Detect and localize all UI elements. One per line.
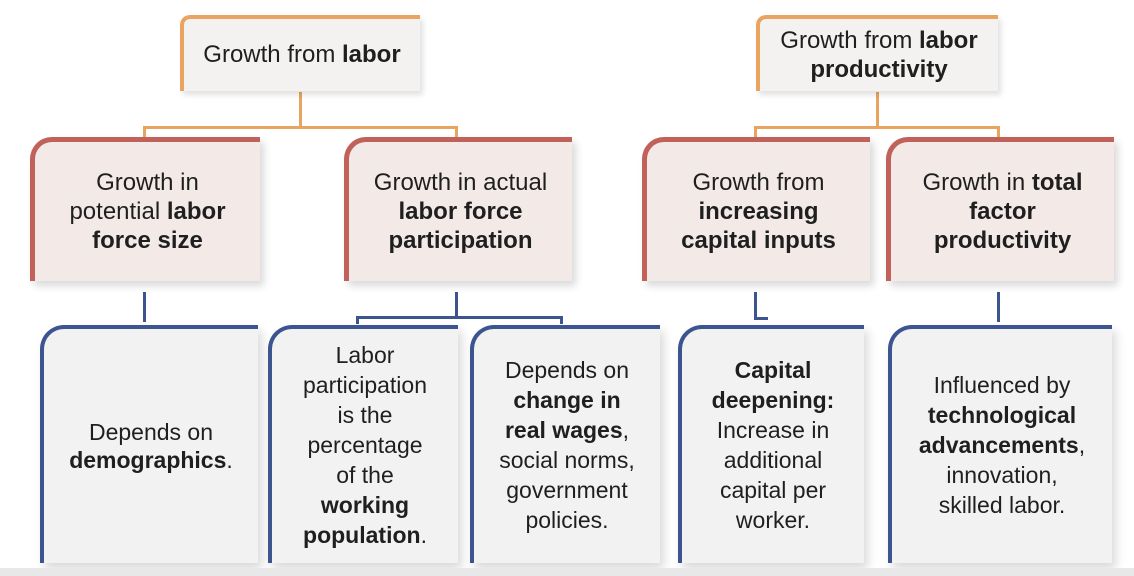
connector-line [143,126,146,138]
node-text: is the [337,402,393,429]
leaf-capital-deepening: Capital deepening: Increase in additiona… [678,325,864,563]
node-text: Depends on [504,357,630,384]
node-text: worker. [735,506,811,533]
root-node-growth-from-labor-productivity: Growth from labor productivity [756,15,998,91]
node-text-bold: labor [166,197,226,225]
node-text-bold: working [320,491,410,518]
root-node-growth-from-labor: Growth from labor [180,15,420,91]
connector-line [560,316,563,324]
node-text-bold: deepening: [711,387,835,414]
node-potential-labor-force-size: Growth in potential labor force size [30,137,260,281]
node-text: policies. [525,506,609,533]
connector-line [299,92,302,128]
connector-line [876,92,879,128]
leaf-demographics: Depends on demographics. [40,325,258,563]
node-text-bold: increasing [698,197,819,225]
node-text-bold: total [1031,168,1083,196]
node-text: . [226,447,233,473]
node-text: Growth from [692,168,825,196]
node-text-bold: real wages [504,417,623,444]
node-text: Growth in [96,168,199,196]
node-text-bold: participation [388,227,533,255]
node-text: innovation, [946,461,1058,488]
connector-line [754,317,768,320]
node-text-bold: labor force [398,197,523,225]
connector-line [455,292,458,318]
node-text-bold: labor [342,41,401,69]
node-text-bold: factor [969,197,1036,225]
node-text: skilled labor. [938,491,1066,518]
node-text: Increase in [716,417,830,444]
node-text-bold: productivity [810,56,948,83]
node-text: , [1078,432,1086,459]
node-text-bold: change in [513,387,621,414]
node-text: government [506,476,628,503]
connector-line [997,292,1000,322]
node-text-bold: demographics [69,447,227,473]
node-text: capital per [719,476,827,503]
node-text: Growth in actual [373,168,548,196]
node-text-bold: capital inputs [681,227,836,255]
connector-line [754,126,1000,129]
connector-line [455,126,458,138]
node-text: , [622,417,630,444]
node-text-bold: advancements [918,432,1079,459]
leaf-real-wages: Depends on change in real wages, social … [470,325,660,563]
node-text: potential [69,197,167,225]
node-text: . [420,521,427,548]
node-text-bold: population [303,521,421,548]
node-text-bold: productivity [933,227,1072,255]
node-text: Growth in [922,168,1032,196]
connector-line [754,292,757,320]
node-labor-force-participation: Growth in actual labor force participati… [344,137,572,281]
node-text: Depends on [88,418,214,445]
connector-line [754,126,757,138]
connector-line [143,292,146,322]
node-text-bold: technological [927,402,1077,429]
leaf-technological-advancements: Influenced by technological advancements… [888,325,1112,563]
node-text: Labor [335,342,395,369]
node-text: Influenced by [933,372,1071,399]
node-increasing-capital-inputs: Growth from increasing capital inputs [642,137,870,281]
node-text: social norms, [499,447,635,473]
leaf-labor-participation-definition: Labor participation is the percentage of… [268,325,458,563]
node-text: additional [723,447,823,473]
bottom-edge [0,568,1134,576]
node-text: percentage [307,432,423,459]
node-total-factor-productivity: Growth in total factor productivity [886,137,1114,281]
node-text: Growth from [203,41,342,69]
connector-line [356,316,563,319]
connector-line [143,126,458,129]
node-text: Growth from [780,26,919,54]
node-text-bold: force size [92,227,203,255]
node-text-bold: labor [919,26,978,54]
node-text: of the [336,461,394,488]
node-text: participation [302,372,428,399]
node-text-bold: Capital [734,357,812,384]
connector-line [997,126,1000,138]
connector-line [356,316,359,324]
